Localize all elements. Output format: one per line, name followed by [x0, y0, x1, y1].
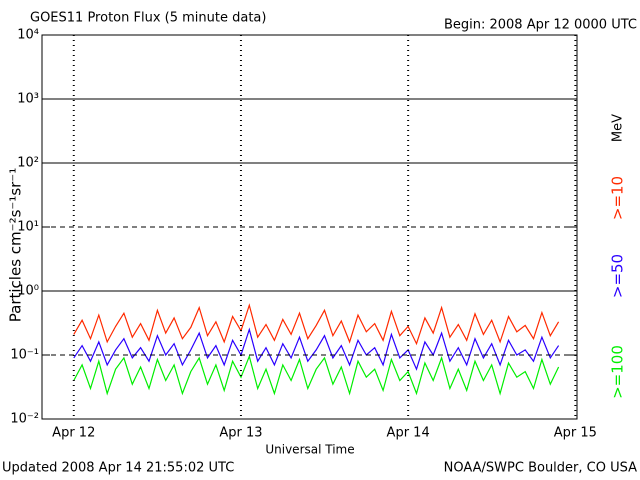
legend-entry: >=50	[609, 254, 627, 298]
x-tick-label: Apr 13	[219, 426, 262, 441]
plot-frame	[41, 34, 578, 420]
y-tick-label: 10³	[17, 92, 39, 107]
chart-subtitle: Begin: 2008 Apr 12 0000 UTC	[444, 18, 637, 33]
y-tick-label: 10⁴	[17, 28, 39, 43]
y-tick-label: 10²	[17, 156, 39, 171]
legend-unit: MeV	[611, 114, 626, 142]
footer-left: Updated 2008 Apr 14 21:55:02 UTC	[2, 461, 234, 476]
legend-entry: >=10	[609, 176, 627, 220]
x-axis-label: Universal Time	[265, 443, 354, 457]
series-line	[73, 327, 560, 371]
legend-entry: >=100	[609, 345, 627, 399]
y-tick-label: 10⁻²	[10, 412, 39, 427]
y-tick-label: 10¹	[17, 220, 39, 235]
x-tick-label: Apr 14	[387, 426, 430, 441]
x-tick-label: Apr 15	[554, 426, 597, 441]
y-tick-label: 10⁰	[17, 284, 39, 299]
y-tick-label: 10⁻¹	[10, 348, 39, 363]
y-axis-label: Particles cm⁻²s⁻¹sr⁻¹	[7, 168, 25, 322]
series-line	[73, 354, 560, 396]
series-line	[73, 303, 560, 346]
chart-title: GOES11 Proton Flux (5 minute data)	[30, 11, 266, 26]
footer-right: NOAA/SWPC Boulder, CO USA	[444, 461, 637, 476]
x-tick-label: Apr 12	[52, 426, 95, 441]
